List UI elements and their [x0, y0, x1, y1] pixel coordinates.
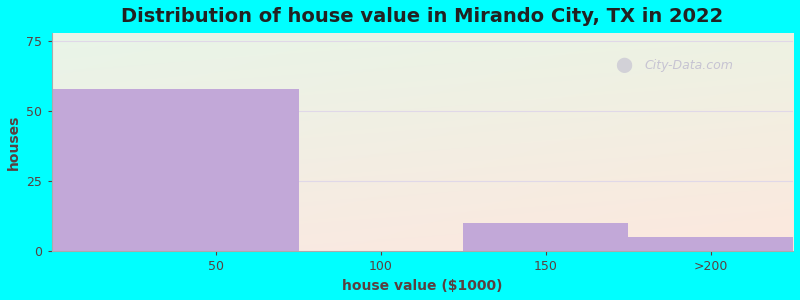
X-axis label: house value ($1000): house value ($1000) [342, 279, 502, 293]
Bar [51, 89, 298, 251]
Y-axis label: houses: houses [7, 115, 21, 170]
Text: ⬤: ⬤ [615, 58, 632, 74]
Bar [628, 238, 793, 251]
Bar [463, 224, 628, 251]
Title: Distribution of house value in Mirando City, TX in 2022: Distribution of house value in Mirando C… [121, 7, 723, 26]
Text: City-Data.com: City-Data.com [645, 59, 734, 72]
